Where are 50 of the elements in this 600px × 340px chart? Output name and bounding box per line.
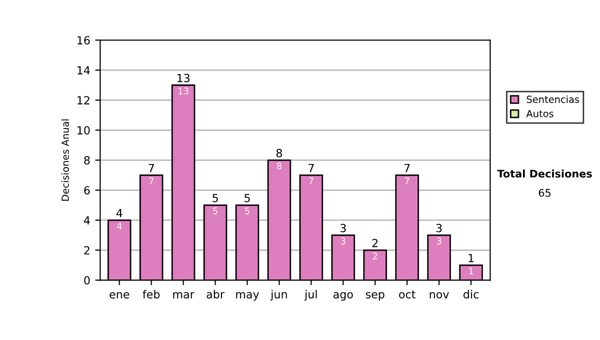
x-tick-label: mar	[173, 292, 194, 298]
total-label: 5	[212, 194, 218, 202]
x-tick-label: ago	[333, 292, 353, 301]
y-tick-label: 10	[78, 126, 90, 135]
total-label: 2	[372, 238, 378, 248]
data-label: 7	[309, 178, 314, 184]
y-tick-label: 4	[84, 216, 90, 224]
data-label: 8	[276, 162, 282, 170]
total-label: 5	[244, 194, 250, 202]
data-label: 3	[436, 238, 442, 244]
legend-label: Sentencias	[526, 95, 580, 104]
total-label: 13	[177, 74, 190, 82]
y-tick-label: 0	[84, 276, 90, 285]
text: 65	[538, 188, 551, 197]
x-tick-label: nov	[430, 292, 449, 298]
data-label: 13	[178, 88, 188, 94]
total-label: 1	[468, 254, 474, 262]
y-tick-label: 8	[84, 156, 90, 165]
data-label: 7	[149, 178, 154, 184]
x-tick-label: abr	[206, 290, 224, 298]
y-tick-label: 16	[78, 36, 90, 44]
total-label: 3	[340, 224, 346, 232]
y-tick-label: 14	[78, 66, 90, 74]
data-label: 2	[372, 252, 378, 260]
total-label: 4	[116, 208, 122, 218]
x-tick-label: ene	[110, 292, 130, 298]
y-tick-label: 2	[84, 246, 90, 254]
x-tick-label: oct	[399, 290, 416, 298]
x-tick-label: may	[236, 292, 260, 301]
legend-label: Autos	[526, 110, 554, 118]
y-tick-label: 6	[84, 186, 90, 195]
data-label: 3	[340, 238, 346, 244]
data-label: 4	[116, 222, 122, 230]
y-axis-title: Decisiones Anual	[61, 119, 69, 201]
text: Total Decisiones	[497, 170, 592, 178]
data-label: 5	[245, 208, 250, 214]
x-tick-label: jul	[304, 290, 317, 301]
x-tick-label: feb	[142, 290, 160, 298]
data-label: 5	[213, 208, 218, 214]
x-tick-label: sep	[366, 292, 384, 301]
total-label: 8	[276, 148, 282, 158]
y-tick-label: 12	[78, 96, 90, 104]
data-label: 7	[404, 178, 410, 184]
total-label: 7	[404, 164, 410, 172]
total-label: 3	[436, 224, 442, 232]
data-label: 1	[469, 268, 474, 274]
total-label: 7	[308, 164, 314, 172]
total-label: 7	[148, 164, 154, 172]
x-tick-label: dic	[464, 290, 478, 298]
x-tick-label: jun	[270, 290, 287, 301]
